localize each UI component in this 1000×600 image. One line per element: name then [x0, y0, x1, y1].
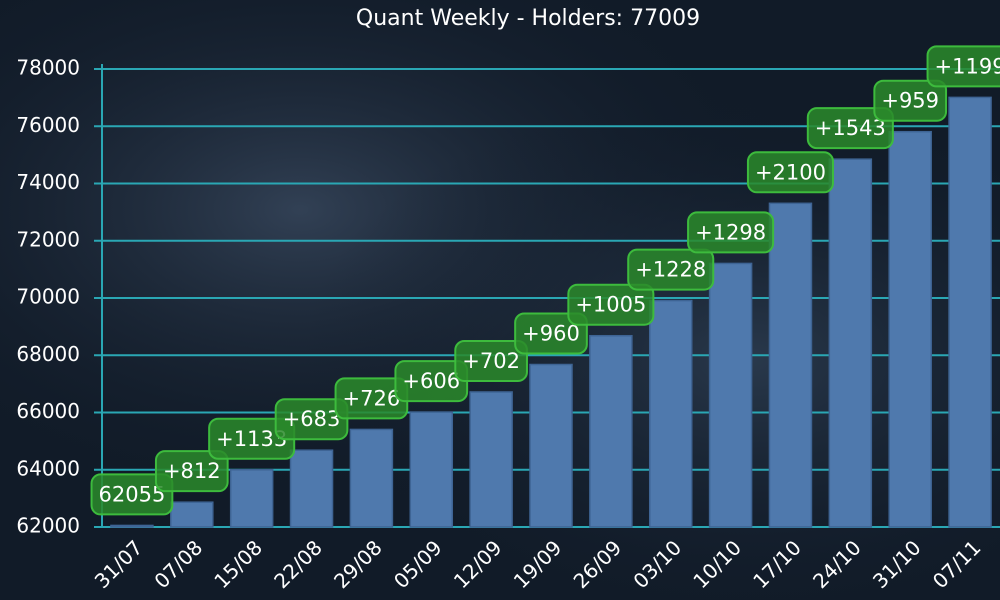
- bar: [469, 391, 513, 528]
- bar: [589, 334, 633, 528]
- annotation-box: [154, 450, 229, 493]
- annotation: 62055: [99, 482, 166, 506]
- annotation-box: [746, 151, 834, 194]
- annotation: +960: [522, 321, 580, 345]
- y-tick-label: 78000: [16, 56, 80, 80]
- bar: [768, 202, 813, 528]
- annotation: +1199: [935, 54, 1000, 78]
- bar: [828, 158, 873, 528]
- annotation-box: [806, 107, 894, 150]
- y-tick-label: 62000: [16, 514, 80, 538]
- annotation-box: [567, 283, 655, 326]
- bar: [888, 130, 932, 528]
- bar: [648, 299, 693, 528]
- bar: [170, 501, 214, 528]
- chart-title: Quant Weekly - Holders: 77009: [356, 6, 700, 31]
- annotation: +1298: [695, 220, 766, 244]
- annotation: +1005: [575, 293, 646, 317]
- annotation: +1228: [635, 258, 706, 282]
- bar: [229, 469, 274, 528]
- y-tick-label: 68000: [16, 342, 80, 366]
- annotation-box: [873, 79, 948, 122]
- annotation: +683: [283, 407, 341, 431]
- y-tick-label: 72000: [16, 227, 80, 251]
- bar: [409, 411, 454, 528]
- y-tick-label: 76000: [16, 113, 80, 137]
- annotations: 62055+812+1133+683+726+606+702+960+1005+…: [90, 45, 1000, 516]
- y-tick-label: 64000: [16, 456, 80, 480]
- bar: [708, 262, 753, 528]
- bar: [529, 363, 573, 528]
- annotation: +1543: [815, 116, 886, 140]
- bar: [289, 449, 334, 528]
- annotation-box: [454, 339, 528, 382]
- annotation-box: [627, 248, 715, 291]
- annotation-box: [90, 473, 174, 516]
- y-tick-label: 70000: [16, 285, 80, 309]
- y-tick-label: 66000: [16, 399, 80, 423]
- annotation: +2100: [755, 160, 826, 184]
- y-tick-label: 74000: [16, 170, 80, 194]
- annotation-box: [514, 312, 588, 355]
- bar: [110, 524, 154, 528]
- annotation: +726: [343, 386, 401, 410]
- annotation: +606: [402, 369, 460, 393]
- bar: [349, 428, 394, 528]
- annotation-box: [926, 45, 1000, 88]
- annotation: +702: [462, 349, 520, 373]
- annotation: +812: [163, 459, 221, 483]
- annotation: +959: [881, 89, 939, 113]
- annotation-box: [687, 211, 775, 254]
- bar: [948, 96, 992, 528]
